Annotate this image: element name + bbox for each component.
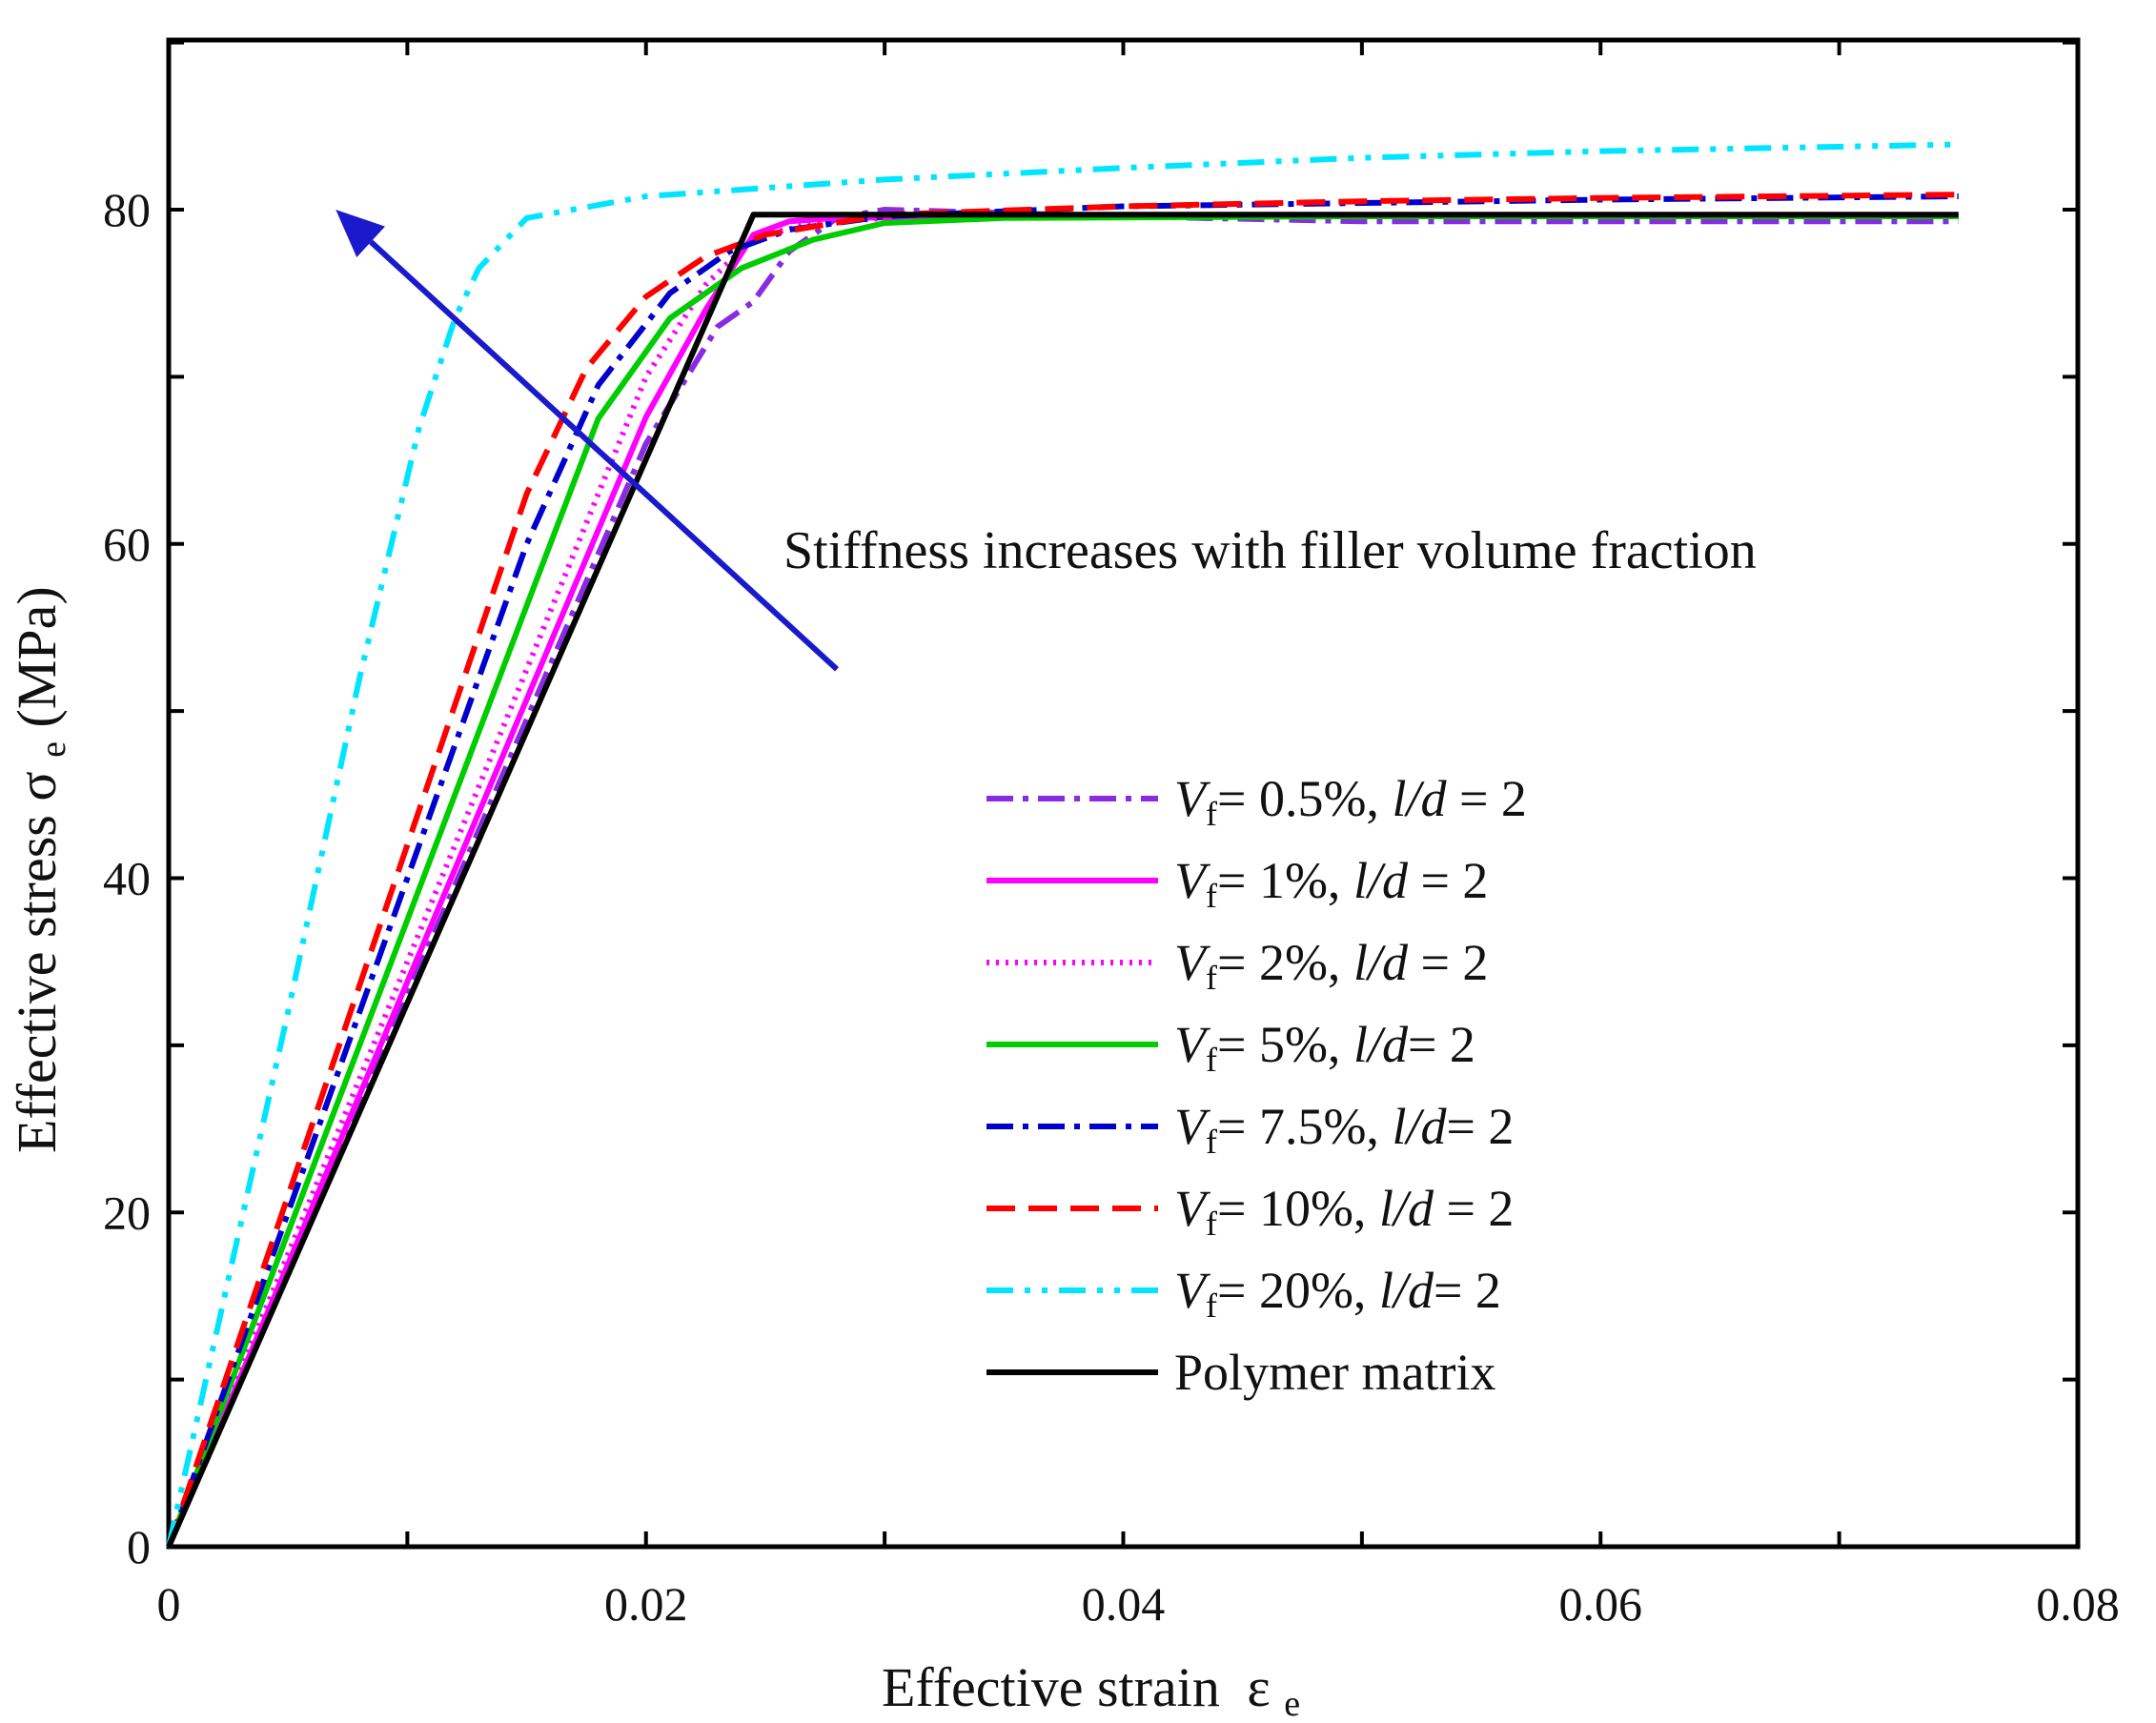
series-line-8 [166, 212, 1959, 1549]
y-tick-label: 60 [103, 517, 151, 571]
legend: Vf= 0.5%, l/d = 2Vf= 1%, l/d = 2Vf= 2%, … [986, 770, 1527, 1401]
x-axis-label-text: Effective strain [882, 1656, 1220, 1718]
legend-var: V [1174, 934, 1211, 991]
series-curves [166, 141, 1959, 1549]
legend-label-6: Vf= 10%, l/d = 2 [1174, 1180, 1514, 1243]
legend-sub: f [1206, 877, 1217, 915]
legend-sub: f [1206, 795, 1217, 833]
legend-tail: = 2 [1446, 770, 1526, 827]
x-axis-label-symbol: ε [1247, 1656, 1270, 1718]
tick-marks [167, 40, 2080, 1549]
legend-var: V [1174, 1098, 1211, 1155]
legend-var: V [1174, 1016, 1211, 1073]
series-line-5 [166, 193, 1959, 1549]
legend-rest: = 2%, [1217, 934, 1353, 991]
legend-sub: f [1206, 1123, 1217, 1161]
legend-var: V [1174, 1180, 1211, 1237]
legend-tail: = 2 [1408, 1016, 1475, 1073]
legend-sub: f [1206, 1287, 1217, 1325]
legend-var: V [1174, 852, 1211, 909]
legend-ld: l/d [1353, 1016, 1409, 1073]
legend-var: V [1174, 1262, 1211, 1319]
legend-ld: l/d [1392, 770, 1447, 827]
legend-tail: = 2 [1408, 852, 1488, 909]
arrow-shaft [369, 239, 840, 672]
legend-label-3: Vf= 2%, l/d = 2 [1174, 934, 1488, 997]
legend-rest: = 7.5%, [1217, 1098, 1392, 1155]
y-tick-label: 80 [103, 183, 151, 236]
series-line-3 [166, 213, 1959, 1549]
legend-rest: = 1%, [1217, 852, 1353, 909]
x-tick-label: 0.04 [1082, 1577, 1166, 1631]
y-axis-label-sub: e [33, 741, 73, 758]
legend-tail: = 2 [1434, 1180, 1514, 1237]
legend-label-1: Vf= 0.5%, l/d = 2 [1174, 770, 1527, 833]
x-tick-labels: 0 0.02 0.04 0.06 0.08 [157, 1577, 2120, 1631]
legend-label-5: Vf= 7.5%, l/d= 2 [1174, 1098, 1514, 1161]
legend-rest: = 20%, [1217, 1262, 1379, 1319]
legend-tail: = 2 [1434, 1262, 1501, 1319]
legend-label-8: Polymer matrix [1174, 1344, 1495, 1401]
legend-rest: = 0.5%, [1217, 770, 1392, 827]
series-line-6 [166, 192, 1959, 1548]
legend-ld: l/d [1353, 852, 1409, 909]
legend-ld: l/d [1379, 1262, 1434, 1319]
legend-label-2: Vf= 1%, l/d = 2 [1174, 852, 1488, 915]
x-axis-label-sub: e [1284, 1684, 1300, 1723]
y-axis-label-symbol: σ [6, 771, 68, 801]
y-tick-label: 20 [103, 1186, 151, 1239]
annotation-arrow [336, 210, 840, 672]
legend-sub: f [1206, 959, 1217, 997]
legend-rest: = 5%, [1217, 1016, 1353, 1073]
x-tick-label: 0 [157, 1577, 181, 1631]
legend-tail: = 2 [1446, 1098, 1514, 1155]
legend-tail: = 2 [1408, 934, 1488, 991]
y-axis-label-unit: (MPa) [6, 586, 68, 727]
legend-ld: l/d [1353, 934, 1409, 991]
legend-ld: l/d [1392, 1098, 1447, 1155]
y-axis-label: Effective stress σ e (MPa) [6, 586, 77, 1153]
y-tick-label: 0 [127, 1520, 151, 1573]
y-axis-label-prefix: Effective stress [6, 801, 68, 1153]
y-tick-label: 40 [103, 852, 151, 905]
series-line-4 [166, 213, 1959, 1549]
legend-label-4: Vf= 5%, l/d= 2 [1174, 1016, 1475, 1079]
legend-label-7: Vf= 20%, l/d= 2 [1174, 1262, 1501, 1325]
x-axis-label: Effective strain ε e [882, 1656, 1300, 1723]
x-tick-label: 0.02 [604, 1577, 688, 1631]
arrow-head [336, 210, 385, 258]
series-line-7 [166, 141, 1959, 1548]
annotation-text: Stiffness increases with filler volume f… [783, 521, 1757, 580]
legend-rest: = 10%, [1217, 1180, 1379, 1237]
legend-sub: f [1206, 1205, 1217, 1243]
series-line-1 [166, 207, 1959, 1549]
y-tick-labels: 0 20 40 60 80 [103, 183, 151, 1573]
legend-sub: f [1206, 1041, 1217, 1079]
legend-ld: l/d [1379, 1180, 1434, 1237]
x-tick-label: 0.08 [2036, 1577, 2120, 1631]
legend-var: V [1174, 770, 1211, 827]
x-tick-label: 0.06 [1559, 1577, 1643, 1631]
